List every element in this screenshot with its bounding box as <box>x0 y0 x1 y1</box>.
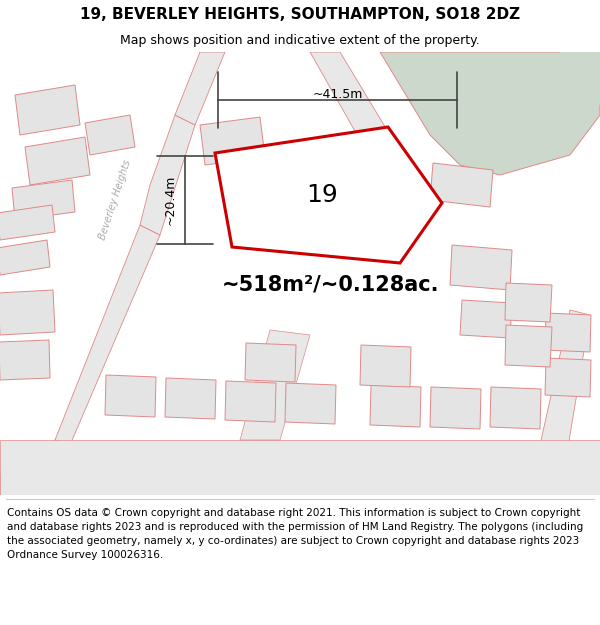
Text: Map shows position and indicative extent of the property.: Map shows position and indicative extent… <box>120 34 480 47</box>
Text: 19, BEVERLEY HEIGHTS, SOUTHAMPTON, SO18 2DZ: 19, BEVERLEY HEIGHTS, SOUTHAMPTON, SO18 … <box>80 7 520 22</box>
Polygon shape <box>240 330 310 440</box>
Polygon shape <box>12 180 75 220</box>
Polygon shape <box>225 381 276 422</box>
Polygon shape <box>490 387 541 429</box>
Text: Contains OS data © Crown copyright and database right 2021. This information is : Contains OS data © Crown copyright and d… <box>7 508 583 560</box>
Polygon shape <box>0 440 600 495</box>
Text: ~41.5m: ~41.5m <box>313 88 362 101</box>
Polygon shape <box>360 345 411 387</box>
Polygon shape <box>545 358 591 397</box>
Polygon shape <box>285 383 336 424</box>
Text: Beverley Heights: Beverley Heights <box>97 159 133 241</box>
Polygon shape <box>0 290 55 335</box>
Polygon shape <box>545 313 591 352</box>
Text: ~518m²/~0.128ac.: ~518m²/~0.128ac. <box>221 275 439 295</box>
Polygon shape <box>430 387 481 429</box>
Polygon shape <box>140 115 195 235</box>
Polygon shape <box>280 215 327 250</box>
Polygon shape <box>165 378 216 419</box>
Polygon shape <box>200 117 265 165</box>
Polygon shape <box>430 163 493 207</box>
Polygon shape <box>460 300 512 338</box>
Polygon shape <box>370 385 421 427</box>
Polygon shape <box>505 325 552 367</box>
Polygon shape <box>55 225 160 445</box>
Polygon shape <box>505 283 552 322</box>
Polygon shape <box>0 340 50 380</box>
Polygon shape <box>510 310 590 495</box>
Text: ~20.4m: ~20.4m <box>164 175 177 225</box>
Polygon shape <box>15 85 80 135</box>
Polygon shape <box>245 343 296 382</box>
Polygon shape <box>175 52 225 125</box>
Polygon shape <box>215 127 442 263</box>
Polygon shape <box>380 52 600 175</box>
Polygon shape <box>560 52 600 105</box>
Polygon shape <box>0 205 55 240</box>
Polygon shape <box>310 52 390 140</box>
Polygon shape <box>0 240 50 275</box>
Polygon shape <box>265 155 322 195</box>
Polygon shape <box>85 115 135 155</box>
Polygon shape <box>0 440 70 495</box>
Polygon shape <box>105 375 156 417</box>
Polygon shape <box>25 137 90 185</box>
Text: 19: 19 <box>306 183 338 207</box>
Polygon shape <box>450 245 512 290</box>
